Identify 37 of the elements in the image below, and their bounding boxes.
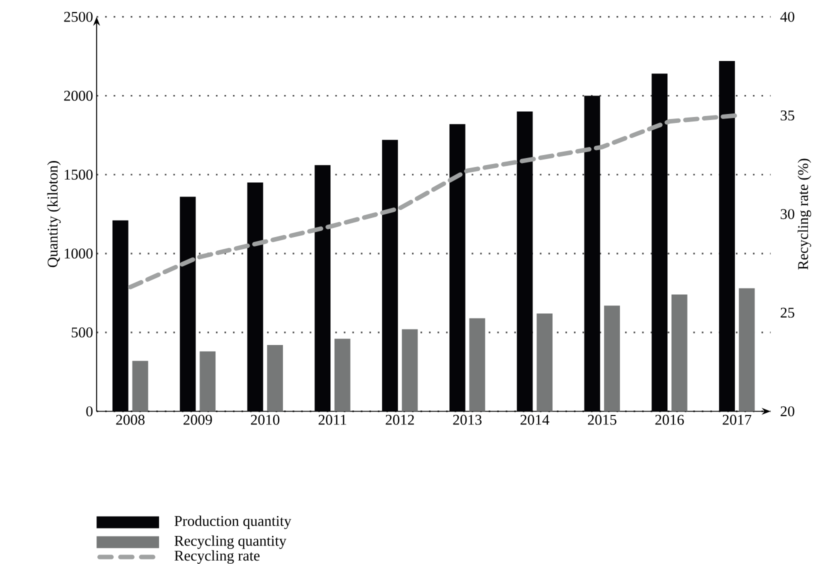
x-tick-label: 2013 [453,414,482,425]
bar [671,294,688,412]
bar [267,345,283,412]
y2-axis-title: Recycling rate (%) [798,158,812,270]
x-tick-label: 2012 [386,414,414,425]
y-tick-label: 2500 [64,12,93,22]
y2-tick-label: 20 [780,406,794,416]
bar [334,338,350,412]
x-tick-label: 2009 [184,414,212,425]
y-axis-title: Quantity (kiloton) [47,161,61,268]
y2-tick-label: 35 [780,110,794,120]
y-tick-label: 500 [72,327,93,338]
y-tick-label: 2000 [64,90,93,101]
x-tick-label: 2010 [250,414,280,425]
line-series [128,113,740,290]
legend-label: Recycling quantity [174,535,286,549]
bar [200,351,216,412]
bar [132,360,148,412]
x-tick-label: 2011 [318,414,346,425]
bar [402,329,418,412]
bar [738,288,755,412]
x-tick-label: 2008 [116,414,145,425]
x-tick-label: 2014 [520,414,550,425]
x-tick-label: 2017 [722,414,752,425]
legend-label: Recycling rate [174,550,260,564]
y2-tick-label: 40 [780,12,794,22]
y2-tick-label: 30 [780,209,794,220]
y-tick-label: 1500 [64,170,93,180]
y-tick-label: 0 [86,406,93,416]
y-tick-label: 1000 [64,248,93,259]
bar [536,314,553,412]
bar [604,306,620,412]
bar [469,318,486,412]
y2-tick-label: 25 [780,308,794,318]
legend-label: Production quantity [174,516,292,530]
x-tick-label: 2016 [655,414,684,425]
x-tick-label: 2015 [588,414,616,425]
